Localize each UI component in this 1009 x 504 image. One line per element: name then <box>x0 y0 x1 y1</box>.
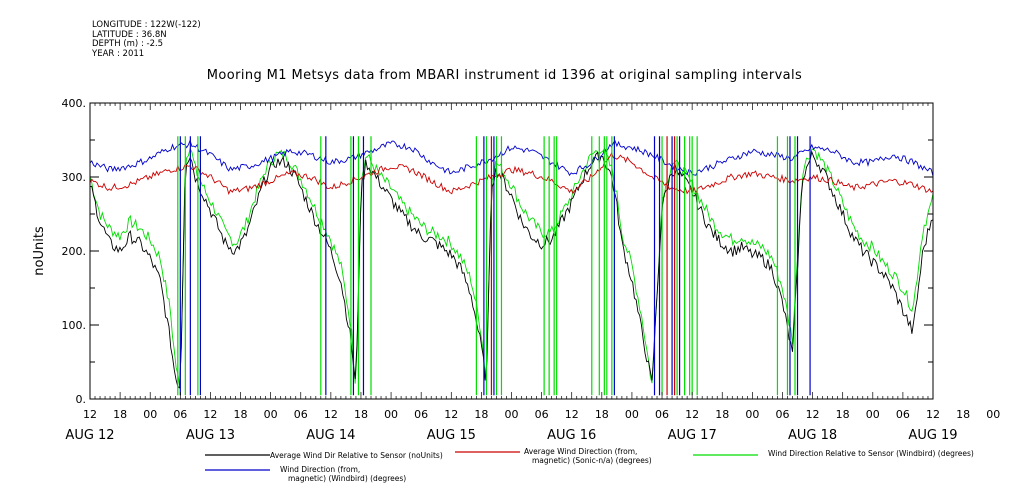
x-tick-label: 12 <box>324 408 338 421</box>
year-label: YEAR : 2011 <box>92 48 145 59</box>
x-tick-label: 12 <box>83 408 97 421</box>
x-tick-label: 18 <box>474 408 488 421</box>
legend-label: Wind Direction Relative to Sensor (Windb… <box>768 449 974 458</box>
x-tick-label: 12 <box>685 408 699 421</box>
x-tick-label: 06 <box>535 408 549 421</box>
x-tick-label: 18 <box>113 408 127 421</box>
x-tick-label: 00 <box>986 408 1000 421</box>
x-date-label: AUG 13 <box>186 428 235 443</box>
x-tick-label: 00 <box>625 408 639 421</box>
chart-title: Mooring M1 Metsys data from MBARI instru… <box>206 68 803 83</box>
x-tick-label: 00 <box>384 408 398 421</box>
x-tick-label: 06 <box>173 408 187 421</box>
x-tick-label: 18 <box>715 408 729 421</box>
axes-group: 0. 100. 200. 300. 400. 12 18 00 06 12 18 00 06 12 18 00… <box>62 97 1001 443</box>
y-tick-label: 400. <box>62 97 87 110</box>
series-line-1 <box>89 151 934 195</box>
x-date-label: AUG 16 <box>547 428 596 443</box>
x-tick-label: 00 <box>745 408 759 421</box>
x-date-label: AUG 14 <box>306 428 355 443</box>
y-tick-label: 300. <box>62 171 87 184</box>
x-tick-label: 06 <box>896 408 910 421</box>
y-tick-label: 100. <box>62 319 87 332</box>
legend-label: Average Wind Direction (from, magnetic) (… <box>524 447 652 465</box>
x-tick-label: 18 <box>354 408 368 421</box>
legend-label: Average Wind Dir Relative to Sensor (noU… <box>270 451 443 460</box>
x-tick-label: 06 <box>294 408 308 421</box>
x-tick-label: 00 <box>866 408 880 421</box>
x-tick-label: 06 <box>655 408 669 421</box>
longitude-label: LONGITUDE : 122W(-122) <box>92 20 201 30</box>
x-tick-label: 00 <box>264 408 278 421</box>
y-tick-label: 0. <box>76 393 87 406</box>
x-tick-label: 18 <box>234 408 248 421</box>
x-tick-label: 12 <box>203 408 217 421</box>
latitude-label: LATITUDE : 36.8N <box>92 29 167 40</box>
x-tick-label: 12 <box>926 408 940 421</box>
x-date-label: AUG 18 <box>788 428 837 443</box>
legend: Average Wind Dir Relative to Sensor (noU… <box>205 447 974 483</box>
x-date-label: AUG 12 <box>65 428 114 443</box>
x-tick-label: 06 <box>414 408 428 421</box>
series-line-0 <box>89 150 934 389</box>
y-axis-label: noUnits <box>32 226 47 276</box>
metadata-block: LONGITUDE : 122W(-122) LATITUDE : 36.8N … <box>92 20 201 59</box>
plot-series-group <box>89 136 934 396</box>
x-date-label: AUG 15 <box>427 428 476 443</box>
x-tick-label: 00 <box>143 408 157 421</box>
x-date-label: AUG 17 <box>668 428 717 443</box>
x-tick-label: 12 <box>444 408 458 421</box>
plot-frame <box>89 102 934 400</box>
x-date-label: AUG 19 <box>908 428 957 443</box>
x-tick-label: 12 <box>565 408 579 421</box>
x-tick-label: 18 <box>595 408 609 421</box>
x-tick-label: 18 <box>836 408 850 421</box>
series-line-3 <box>89 139 934 177</box>
x-tick-label: 12 <box>806 408 820 421</box>
legend-label: Wind Direction (from, magnetic) (Windbird… <box>280 465 406 483</box>
x-tick-label: 18 <box>956 408 970 421</box>
series-line-2 <box>89 147 934 386</box>
depth-label: DEPTH (m) : -2.5 <box>92 39 164 50</box>
y-tick-label: 200. <box>62 245 87 258</box>
x-tick-label: 00 <box>505 408 519 421</box>
x-tick-label: 06 <box>775 408 789 421</box>
